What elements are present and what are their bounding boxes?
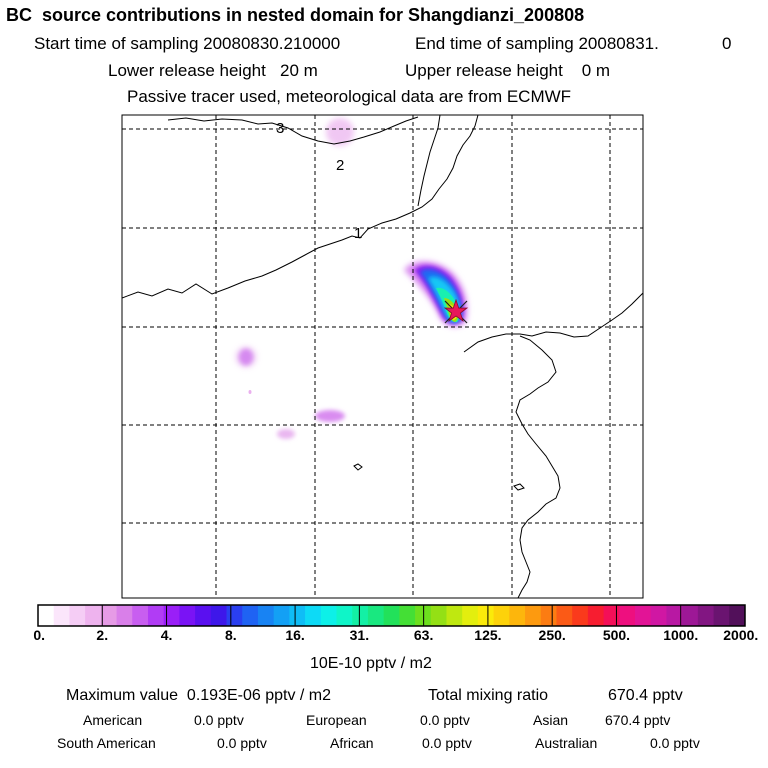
european-value: 0.0 pptv — [420, 712, 470, 728]
contour-label-3: 3 — [276, 120, 284, 137]
colorbar-swatch — [257, 605, 275, 626]
colorbar-swatch — [305, 605, 322, 626]
lower-release-height: Lower release height 20 m — [108, 61, 318, 80]
colorbar-swatch — [493, 605, 510, 626]
colorbar-swatch — [163, 605, 180, 626]
colorbar-swatch — [53, 605, 70, 626]
colorbar-swatch — [587, 605, 604, 626]
contour-label-2: 2 — [336, 157, 344, 174]
colorbar-swatch — [147, 605, 165, 626]
american-label: American — [83, 712, 143, 728]
contour-label-1: 1 — [354, 225, 362, 242]
colorbar-swatch — [619, 605, 636, 626]
colorbar-swatch — [462, 605, 479, 626]
colorbar-swatch — [336, 605, 353, 626]
european-label: European — [306, 712, 367, 728]
colorbar-swatch — [666, 605, 683, 626]
plume-field — [235, 118, 468, 439]
plot-title: BC source contributions in nested domain… — [6, 5, 585, 25]
end-time-value: 0 — [722, 34, 732, 53]
colorbar-swatch — [430, 605, 447, 626]
total-mixing-ratio-label: Total mixing ratio — [428, 687, 549, 704]
colorbar-tick-label: 500. — [602, 627, 631, 643]
colorbar-swatch — [572, 605, 589, 626]
colorbar-tick-label: 31. — [349, 627, 370, 643]
american-value: 0.0 pptv — [194, 712, 244, 728]
colorbar-swatch — [289, 605, 306, 626]
colorbar-swatch — [100, 605, 117, 626]
asian-label: Asian — [533, 712, 569, 728]
colorbar-swatch — [38, 605, 55, 626]
colorbar-swatch — [540, 605, 557, 626]
coastlines — [122, 115, 643, 598]
colorbar-swatch — [713, 605, 730, 626]
colorbar-swatch — [446, 605, 463, 626]
colorbar-swatch — [85, 605, 102, 626]
colorbar-swatch — [210, 605, 227, 626]
colorbar-tick-label: 250. — [538, 627, 566, 643]
south-american-label: South American — [57, 735, 156, 751]
map-content — [122, 115, 643, 598]
start-time-label: Start time of sampling 20080830.210000 — [34, 34, 341, 53]
receptor-marker — [443, 298, 469, 324]
colorbar-swatch — [477, 605, 495, 626]
colorbar-swatch — [367, 605, 385, 626]
map-frame — [121, 114, 644, 599]
colorbar-swatch — [399, 605, 416, 626]
tracer-note: Passive tracer used, meteorological data… — [127, 87, 572, 106]
map-grid — [122, 115, 643, 598]
colorbar-swatch — [556, 605, 573, 626]
australian-value: 0.0 pptv — [650, 735, 700, 751]
colorbar-tick-label: 0. — [33, 627, 46, 643]
colorbar-tick-label: 63. — [413, 627, 434, 643]
colorbar-swatch — [383, 605, 400, 626]
asian-value: 670.4 pptv — [605, 712, 671, 728]
colorbar-tick-label: 1000. — [663, 627, 699, 643]
colorbar-tick-label: 2. — [96, 627, 109, 643]
colorbar-swatch — [226, 605, 243, 626]
colorbar-swatch — [116, 605, 133, 626]
colorbar-swatch — [352, 605, 369, 626]
colorbar-swatch — [273, 605, 290, 626]
colorbar-swatch — [729, 605, 746, 626]
colorbar-tick-label: 8. — [224, 627, 237, 643]
colorbar-frame — [37, 604, 746, 627]
colorbar-swatch — [635, 605, 652, 626]
colorbar-swatch — [132, 605, 149, 626]
colorbar-swatch — [682, 605, 699, 626]
colorbar-swatch — [525, 605, 542, 626]
upper-release-height: Upper release height 0 m — [405, 61, 611, 80]
colorbar-tick-label: 16. — [285, 627, 305, 643]
colorbar-swatch — [603, 605, 620, 626]
colorbar-tick-label: 2000. — [723, 627, 759, 643]
colorbar-tick-label: 4. — [160, 627, 173, 643]
colorbar-swatch — [415, 605, 432, 626]
colorbar-swatch — [650, 605, 667, 626]
african-value: 0.0 pptv — [422, 735, 472, 751]
total-mixing-ratio-value: 670.4 pptv — [608, 687, 683, 704]
maximum-value: Maximum value 0.193E-06 pptv / m2 — [66, 687, 332, 704]
south-american-value: 0.0 pptv — [217, 735, 267, 751]
colorbar-swatch — [179, 605, 196, 626]
colorbar-swatch — [195, 605, 212, 626]
colorbar-tick-label: 125. — [474, 627, 502, 643]
colorbar-units: 10E-10 pptv / m2 — [310, 655, 432, 672]
colorbar-swatch — [69, 605, 86, 626]
end-time-label: End time of sampling 20080831. — [415, 34, 659, 53]
colorbar-swatch — [509, 605, 526, 626]
colorbar — [37, 604, 746, 627]
colorbar-swatch — [242, 605, 259, 626]
australian-label: Australian — [535, 735, 598, 751]
colorbar-swatch — [320, 605, 337, 626]
african-label: African — [330, 735, 374, 751]
colorbar-swatch — [697, 605, 714, 626]
